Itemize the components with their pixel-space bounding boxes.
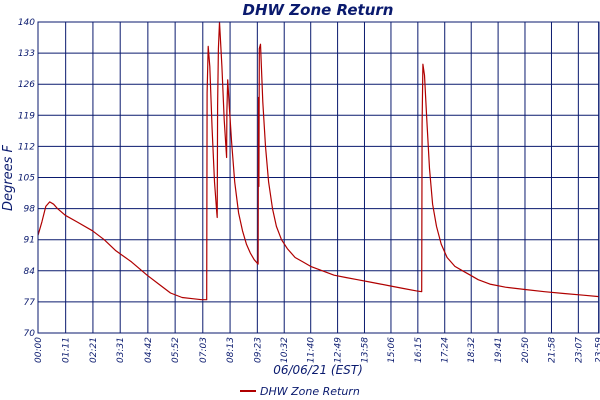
x-tick-label: 16:15 [414, 337, 424, 363]
x-tick-label: 12:49 [334, 337, 344, 363]
plot-border [37, 21, 600, 334]
series-line-dhw-zone-return [37, 21, 600, 301]
x-tick-label: 02:21 [89, 337, 99, 363]
y-tick-label: 77 [24, 298, 36, 308]
x-tick-label: 19:41 [494, 337, 504, 363]
x-tick-label: 17:24 [441, 337, 451, 363]
y-tick-label: 112 [18, 142, 35, 152]
x-tick-label: 03:31 [116, 337, 126, 363]
y-tick-label: 98 [24, 205, 36, 215]
x-tick-label: 15:06 [387, 337, 397, 363]
x-tick-label: 20:50 [521, 337, 531, 363]
x-tick-label: 09:23 [253, 337, 263, 363]
y-tick-label: 84 [24, 267, 36, 277]
x-tick-label: 04:42 [144, 337, 154, 363]
grid [37, 21, 600, 334]
x-tick-label: 13:58 [360, 337, 370, 363]
x-tick-label: 08:13 [226, 337, 236, 363]
series-layer [37, 21, 600, 301]
x-tick-label: 10:32 [280, 337, 290, 363]
x-axis-label: 06/06/21 (EST) [273, 363, 363, 377]
y-tick-label: 126 [18, 80, 35, 90]
y-tick-label: 91 [24, 236, 35, 246]
x-tick-label: 05:52 [171, 337, 181, 363]
x-tick-label: 18:32 [467, 337, 477, 363]
chart-title: DHW Zone Return [243, 1, 394, 19]
x-tick-label: 23:59 [595, 337, 600, 363]
x-tick-label: 00:00 [34, 337, 44, 363]
x-tick-label: 11:40 [307, 337, 317, 363]
x-tick-labels: 00:00 01:11 02:21 03:31 04:42 05:52 07:03 08:13… [34, 337, 600, 363]
legend: DHW Zone Return [240, 385, 360, 398]
y-tick-label: 140 [18, 18, 35, 28]
legend-label: DHW Zone Return [260, 385, 360, 398]
x-tick-label: 21:58 [547, 337, 557, 363]
y-tick-label: 70 [24, 329, 36, 339]
x-tick-label: 01:11 [62, 337, 72, 363]
y-tick-label: 119 [18, 111, 35, 121]
x-tick-label: 07:03 [199, 337, 209, 363]
x-tick-label: 23:07 [574, 337, 584, 363]
y-tick-labels: 70 77 84 91 98 105 112 119 126 133 140 [18, 18, 35, 339]
y-axis-label: Degrees F [1, 144, 16, 211]
y-tick-label: 105 [18, 174, 35, 184]
y-tick-label: 133 [18, 49, 35, 59]
